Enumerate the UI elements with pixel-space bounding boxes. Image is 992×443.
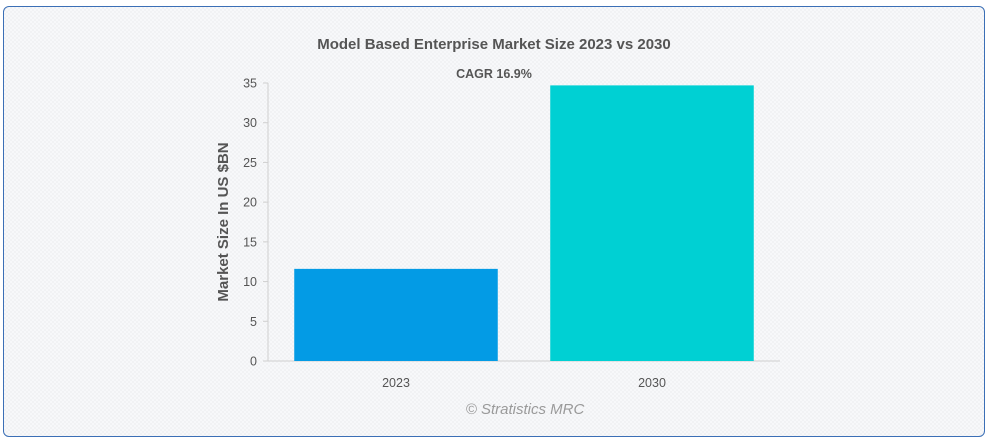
y-axis-label: Market Size In US $BN — [215, 142, 232, 301]
y-tick-label: 5 — [250, 315, 257, 329]
cagr-annotation: CAGR 16.9% — [456, 67, 532, 81]
y-tick-label: 0 — [250, 355, 257, 369]
credit-text: © Stratistics MRC — [466, 401, 585, 418]
y-tick-label: 20 — [243, 196, 257, 210]
x-ticks: 2023 2030 — [382, 376, 666, 390]
x-tick-label: 2023 — [382, 376, 410, 390]
y-tick-label: 30 — [243, 116, 257, 130]
bar-2030 — [550, 85, 754, 361]
bar-2023 — [294, 268, 498, 361]
chart-frame — [3, 6, 985, 437]
x-tick-label: 2030 — [638, 376, 666, 390]
y-ticks: 0 5 10 15 20 25 30 35 — [243, 77, 268, 369]
y-tick-label: 25 — [243, 156, 257, 170]
y-tick-label: 35 — [243, 77, 257, 91]
bars — [294, 85, 754, 361]
y-tick-label: 15 — [243, 235, 257, 249]
y-tick-label: 10 — [243, 275, 257, 289]
chart-title: Model Based Enterprise Market Size 2023 … — [317, 36, 671, 53]
